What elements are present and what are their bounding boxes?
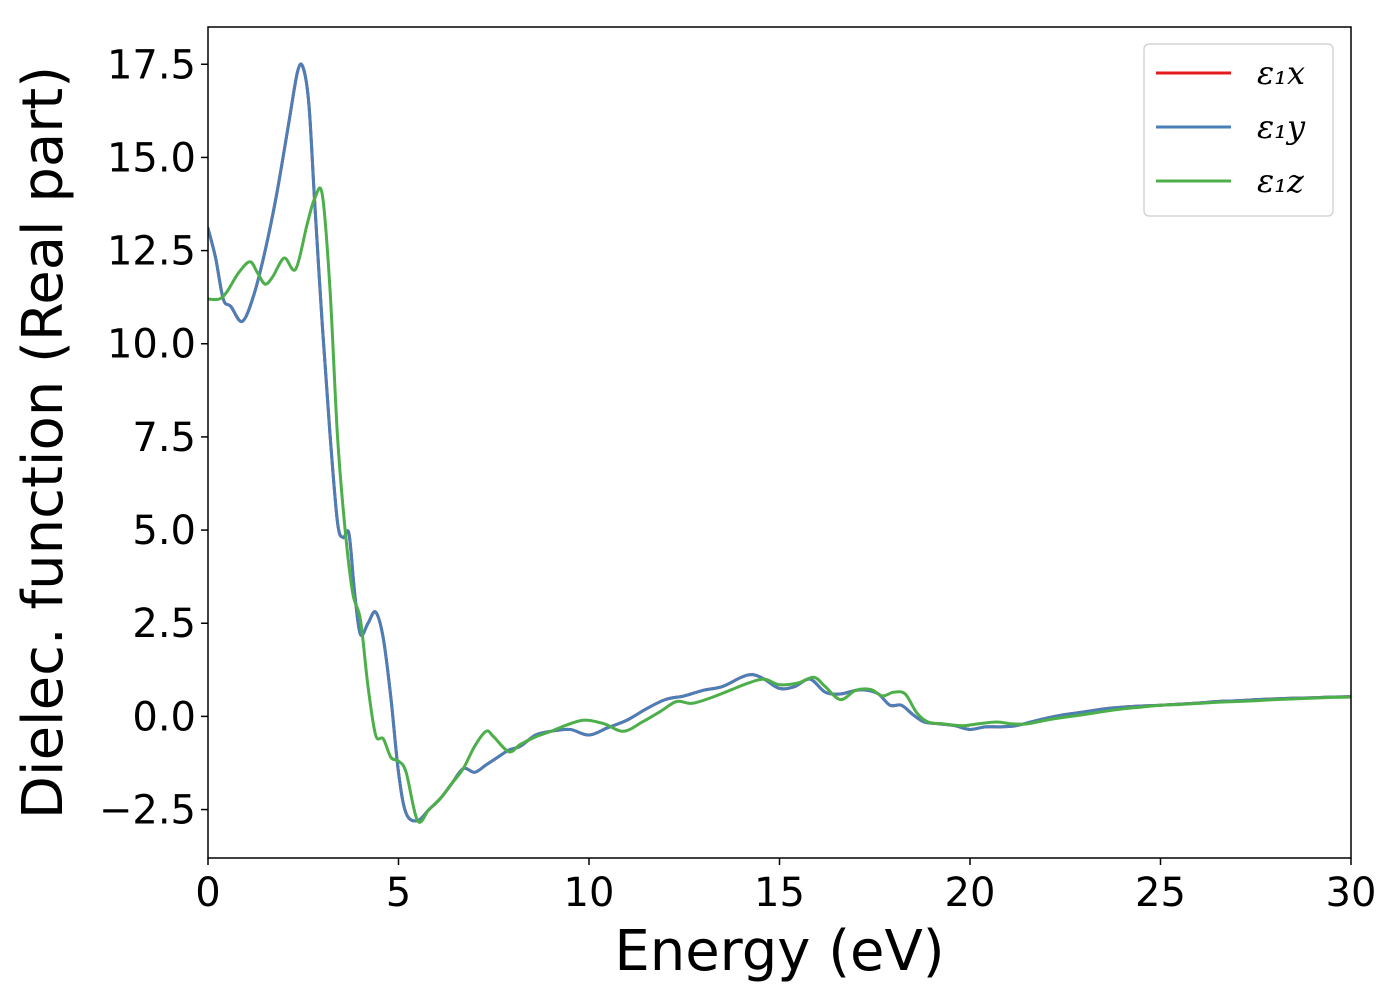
legend-label-1: ε₁x — [1257, 54, 1305, 92]
x-tick-label: 30 — [1326, 870, 1377, 916]
x-axis-label: Energy (eV) — [614, 919, 944, 984]
x-tick-label: 15 — [754, 870, 805, 916]
y-tick-label: 15.0 — [107, 135, 196, 181]
x-axis-ticks: 0 5 10 15 20 25 30 — [195, 858, 1376, 916]
y-tick-label: 5.0 — [132, 508, 196, 554]
x-tick-label: 5 — [386, 870, 411, 916]
plot-frame — [207, 26, 1352, 859]
legend-frame — [1143, 43, 1334, 217]
y-axis-ticks: −2.5 0.0 2.5 5.0 7.5 10.0 12.5 15.0 17.5 — [99, 42, 208, 834]
y-tick-label: 17.5 — [107, 42, 196, 88]
legend: ε₁x ε₁y ε₁z — [1143, 43, 1334, 217]
x-tick-label: 25 — [1135, 870, 1186, 916]
series-line-3 — [208, 186, 1351, 824]
plot-area — [208, 62, 1351, 824]
x-tick-label: 10 — [564, 870, 615, 916]
legend-label-3: ε₁z — [1257, 162, 1305, 200]
legend-label-2: ε₁y — [1257, 108, 1306, 146]
series-line-2 — [208, 62, 1351, 823]
y-tick-label: 7.5 — [132, 415, 196, 461]
y-tick-label: 2.5 — [132, 601, 196, 647]
series-layer — [208, 62, 1351, 824]
x-tick-label: 20 — [945, 870, 996, 916]
y-tick-label: 10.0 — [107, 322, 196, 368]
y-axis-label: Dielec. function (Real part) — [11, 66, 76, 819]
y-tick-label: 12.5 — [107, 229, 196, 275]
y-tick-label: 0.0 — [132, 694, 196, 740]
x-tick-label: 0 — [195, 870, 220, 916]
y-tick-label: −2.5 — [99, 788, 196, 834]
